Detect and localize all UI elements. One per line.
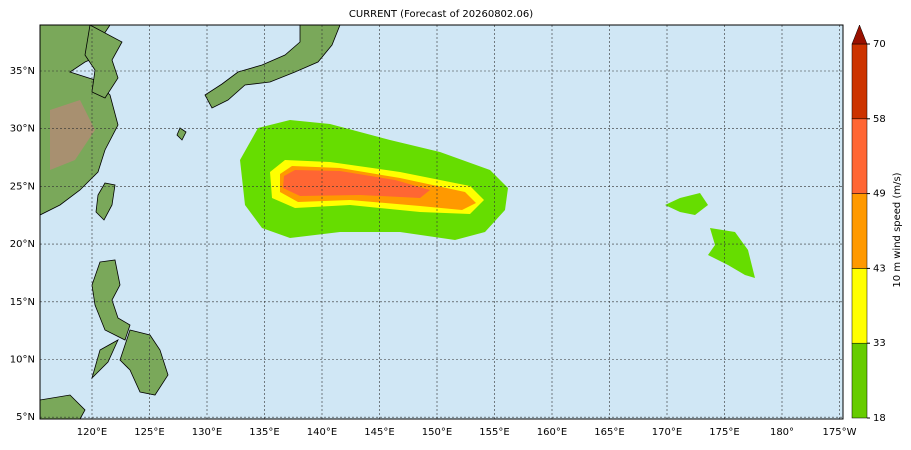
wind-49: [283, 170, 430, 198]
lat-label: 10°N: [10, 355, 35, 366]
lon-label: 175°W: [823, 427, 857, 438]
land-luzon: [91, 259, 131, 341]
colorbar-segment: [851, 43, 868, 120]
land-mindanao: [119, 329, 169, 396]
colorbar-segment: [851, 118, 868, 194]
lon-label: 180°: [770, 427, 794, 438]
lon-label: 140°E: [307, 427, 337, 438]
land-borneo: [40, 394, 86, 419]
lon-label: 130°E: [192, 427, 222, 438]
lon-label: 125°E: [134, 427, 164, 438]
colorbar-segment: [851, 268, 868, 344]
lon-label: 175°E: [709, 427, 739, 438]
lon-label: 160°E: [537, 427, 567, 438]
lon-label: 150°E: [422, 427, 452, 438]
lon-label: 135°E: [249, 427, 279, 438]
colorbar-segment: [851, 193, 868, 269]
map-frame: [39, 24, 844, 420]
colorbar-tick-label: 18: [873, 413, 886, 424]
graticule: 120°E 125°E 130°E 135°E 140°E 145°E 150°E 155°E…: [10, 25, 857, 438]
land-island: [176, 127, 187, 141]
lat-label: 15°N: [10, 297, 35, 308]
colorbar-segment: [851, 342, 868, 419]
colorbar-tick-label: 58: [873, 114, 886, 125]
lon-label: 145°E: [364, 427, 394, 438]
wind-18: [708, 228, 755, 278]
land-taiwan: [95, 182, 116, 221]
lon-label: 165°E: [594, 427, 624, 438]
lat-label: 5°N: [16, 412, 35, 423]
map-layer: [40, 25, 755, 419]
wind-18: [665, 193, 708, 215]
colorbar-tick-label: 49: [873, 189, 886, 200]
lon-label: 170°E: [652, 427, 682, 438]
colorbar-tick-label: 43: [873, 263, 886, 274]
colorbar-label: 10 m wind speed (m/s): [892, 172, 903, 287]
lat-label: 30°N: [10, 124, 35, 135]
lon-label: 155°E: [479, 427, 509, 438]
colorbar-tick-label: 70: [873, 39, 886, 50]
map-title: CURRENT (Forecast of 20260802.06): [349, 9, 533, 20]
land-palawan: [91, 339, 119, 380]
lat-label: 25°N: [10, 181, 35, 192]
lat-label: 35°N: [10, 66, 35, 77]
lat-label: 20°N: [10, 239, 35, 250]
land-relief: [50, 100, 95, 170]
land-korea: [84, 25, 123, 99]
lon-label: 120°E: [77, 427, 107, 438]
colorbar: 18 33 43 49 58 70: [851, 24, 886, 424]
colorbar-extend: [851, 24, 868, 45]
land-japan: [204, 25, 341, 109]
colorbar-tick-label: 33: [873, 338, 886, 349]
